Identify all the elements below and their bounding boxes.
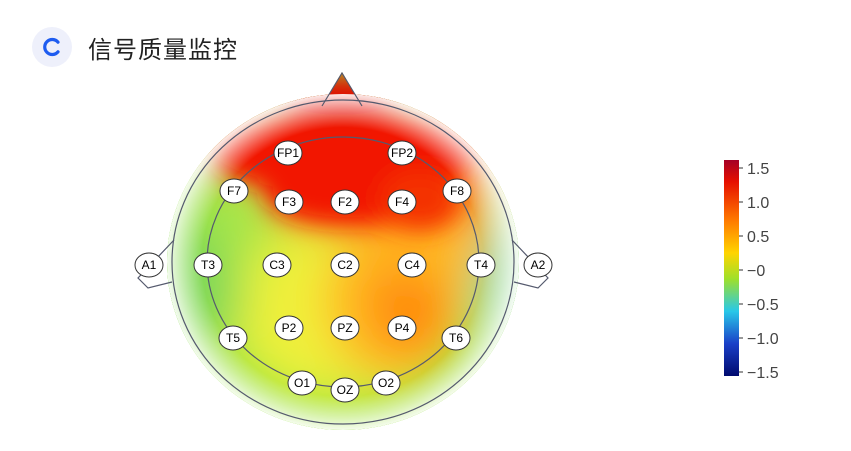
colorbar-tick-label: 0.5: [747, 229, 769, 246]
electrode-p4[interactable]: P4: [387, 315, 417, 341]
electrode-o1[interactable]: O1: [287, 370, 317, 396]
electrode-label: F8: [450, 184, 464, 198]
electrode-label: C4: [404, 258, 420, 272]
electrode-label: A1: [142, 258, 157, 272]
electrode-label: OZ: [337, 383, 354, 397]
electrodes: FP1 FP2 F7 F3 F2 F4 F8 A1 T3 C3 C2 C4 T4…: [134, 140, 553, 403]
electrode-f2[interactable]: F2: [330, 189, 360, 215]
electrode-fp1[interactable]: FP1: [273, 140, 303, 166]
electrode-t4[interactable]: T4: [466, 252, 496, 278]
logo: [32, 27, 72, 67]
electrode-label: T3: [201, 258, 215, 272]
electrode-oz[interactable]: OZ: [330, 377, 360, 403]
electrode-t5[interactable]: T5: [218, 325, 248, 351]
colorbar: 1.5 1.0 0.5 −0 −0.5 −1.0 −1.5: [724, 160, 779, 382]
electrode-a2[interactable]: A2: [523, 252, 553, 278]
colorbar-gradient: [724, 160, 739, 376]
electrode-p2[interactable]: P2: [274, 315, 304, 341]
electrode-label: A2: [531, 258, 546, 272]
page-header: 信号质量监控: [32, 24, 238, 70]
electrode-t3[interactable]: T3: [193, 252, 223, 278]
electrode-c3[interactable]: C3: [262, 252, 292, 278]
electrode-label: F2: [338, 195, 352, 209]
electrode-label: C2: [337, 258, 353, 272]
colorbar-labels: 1.5 1.0 0.5 −0 −0.5 −1.0 −1.5: [747, 161, 779, 382]
electrode-label: P4: [395, 321, 410, 335]
electrode-label: C3: [269, 258, 285, 272]
colorbar-tick-label: −0.5: [747, 297, 779, 314]
electrode-label: FP1: [277, 146, 299, 160]
electrode-label: PZ: [337, 321, 352, 335]
electrode-label: P2: [282, 321, 297, 335]
colorbar-tick-label: 1.5: [747, 161, 769, 178]
electrode-label: T6: [449, 331, 463, 345]
electrode-f8[interactable]: F8: [442, 178, 472, 204]
electrode-label: F7: [227, 184, 241, 198]
colorbar-tick-label: −1.5: [747, 365, 779, 382]
electrode-label: F4: [395, 195, 409, 209]
electrode-label: T4: [474, 258, 488, 272]
electrode-o2[interactable]: O2: [371, 370, 401, 396]
colorbar-tick-label: 1.0: [747, 195, 769, 212]
electrode-label: F3: [282, 195, 296, 209]
page-title: 信号质量监控: [88, 35, 238, 64]
electrode-label: O2: [378, 376, 394, 390]
electrode-c4[interactable]: C4: [397, 252, 427, 278]
electrode-fp2[interactable]: FP2: [387, 140, 417, 166]
colorbar-ticks: [739, 167, 743, 373]
colorbar-tick-label: −0: [747, 263, 765, 280]
electrode-pz[interactable]: PZ: [330, 315, 360, 341]
electrode-f4[interactable]: F4: [387, 189, 417, 215]
electrode-a1[interactable]: A1: [134, 252, 164, 278]
electrode-label: T5: [226, 331, 240, 345]
colorbar-tick-label: −1.0: [747, 331, 779, 348]
electrode-f3[interactable]: F3: [274, 189, 304, 215]
electrode-label: O1: [294, 376, 310, 390]
refresh-icon: [43, 37, 60, 57]
electrode-f7[interactable]: F7: [219, 178, 249, 204]
electrode-t6[interactable]: T6: [441, 325, 471, 351]
electrode-label: FP2: [391, 146, 413, 160]
electrode-c2[interactable]: C2: [330, 252, 360, 278]
